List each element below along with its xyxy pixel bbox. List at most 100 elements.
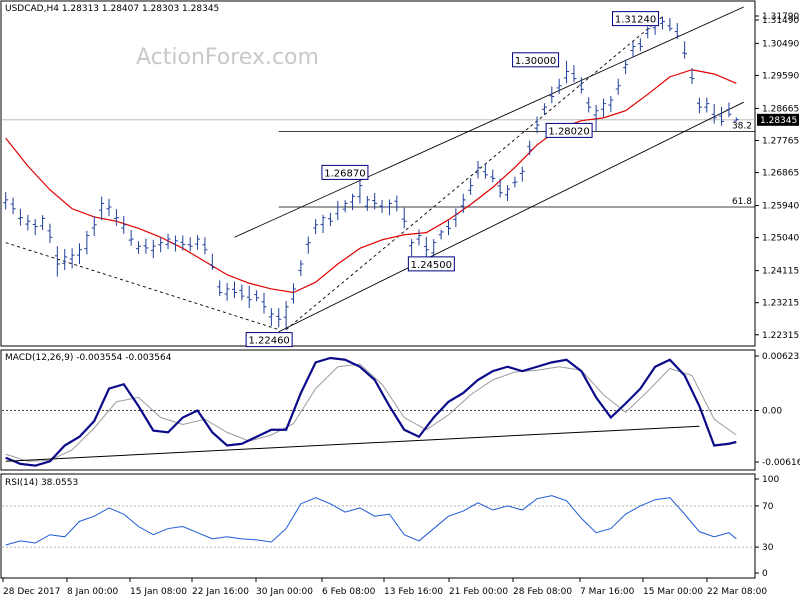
price-callout-box [245,332,293,348]
price-callout: 1.26870 [321,164,369,180]
ohlc-bar [372,193,378,210]
date-axis-label: 22 Mar 08:00 [707,587,767,597]
ohlc-bar [600,98,606,118]
ohlc-bar [512,176,518,188]
rsi-axis-label: 30 [762,543,774,553]
price-axis-label: 1.28665 [762,104,799,114]
ohlc-bar [202,237,208,255]
macd-header: MACD(12,26,9) -0.003554 -0.003564 [5,353,172,363]
ohlc-bar [674,23,680,40]
price-callout-label: 1.26870 [324,168,365,179]
ohlc-bar [195,235,201,250]
ohlc-bar [25,214,31,231]
price-callout: 1.24500 [407,256,455,272]
ohlc-bar [386,199,392,216]
price-callout-box [545,122,593,138]
ohlc-bar [313,219,319,235]
ohlc-bar [3,192,9,210]
ohlc-bar [475,160,481,179]
ohlc-bar [482,164,488,179]
ohlc-bar [623,59,629,75]
ohlc-bar [468,178,474,195]
price-callout-label: 1.24500 [411,260,452,271]
ohlc-bar [91,216,97,237]
price-axis-label: 1.23215 [762,299,799,309]
ohlc-bar [630,41,636,58]
rsi-layer: 100 70 30 0 [2,475,779,579]
ohlc-bar [113,209,119,226]
ohlc-bar [423,236,429,257]
ohlc-bar [69,248,75,269]
ohlc-bar [231,281,237,299]
price-callout-label: 1.28020 [548,126,589,137]
ohlc-bar [726,102,732,118]
ohlc-bar [268,308,274,327]
date-axis-label: 30 Jan 00:00 [256,587,313,597]
price-callout: 1.28020 [545,122,593,138]
ohlc-bar [62,249,68,271]
ohlc-bar [158,237,164,253]
ohlc-bar [682,41,688,59]
ohlc-bar [10,197,16,215]
price-callout-box [407,256,455,272]
axis-layer: 28 Dec 2017 8 Jan 00:00 15 Jan 08:00 22 Jan… [2,578,767,597]
ohlc-bar [150,239,156,259]
ohlc-bar [84,230,90,255]
ohlc-bar [667,18,673,32]
price-axis-label: 1.26865 [762,169,799,179]
ohlc-bar [453,208,459,228]
ohlc-bar [541,103,547,116]
rsi-axis-label: 0 [762,569,768,579]
ohlc-bar [76,243,82,265]
price-axis-label: 1.31490 [762,16,799,26]
date-axis-label: 6 Feb 08:00 [322,587,376,597]
ohlc-bar [32,219,38,236]
ohlc-bar [217,280,223,297]
macd-main-line [5,356,737,467]
watermark: ActionForex.com [136,45,319,70]
ohlc-bar [143,238,149,254]
last-price-tag-label: 1.28345 [760,116,797,126]
last-price-tag-box [757,113,799,126]
ohlc-bar [431,239,437,257]
rsi-axis-label: 100 [762,475,779,485]
ohlc-bar [460,193,466,214]
price-callout-label: 1.31240 [615,15,656,26]
ohlc-bar [534,116,540,134]
ohlc-bar [615,78,621,95]
ohlc-bar [276,308,282,328]
rsi-panel-frame [0,473,756,579]
ohlc-bar [350,193,356,211]
ohlc-bar [409,239,415,257]
ohlc-bar [327,212,333,227]
price-axis-label: 1.27765 [762,136,799,146]
ohlc-bar [578,77,584,94]
ohlc-bar [497,178,503,198]
price-callout-box [321,164,369,180]
ohlc-bar [47,223,53,243]
ohlc-bar [416,229,422,246]
ohlc-bar [261,292,267,314]
ohlc-bar [586,97,592,113]
date-axis-label: 21 Feb 00:00 [449,587,508,597]
ohlc-bar [172,235,178,252]
ohlc-bar [401,207,407,229]
ohlc-bar [187,237,193,252]
ohlc-bar [298,260,304,277]
price-callout: 1.31240 [612,11,660,27]
ohlc-bar [438,229,444,240]
ohlc-bar [733,117,739,122]
ohlc-bar [704,97,710,113]
ohlc-bar [335,200,341,221]
price-axis-label: 1.30490 [762,39,799,49]
ohlc-bar [394,195,400,212]
ohlc-bar [556,78,562,94]
ohlc-bar [17,208,23,226]
ohlc-bar [283,301,289,330]
macd-trend-line [5,425,700,462]
ohlc-bar [342,200,348,213]
macd-signal-line [5,363,737,462]
date-axis-label: 13 Feb 16:00 [384,587,443,597]
ohlc-bar [305,236,311,254]
